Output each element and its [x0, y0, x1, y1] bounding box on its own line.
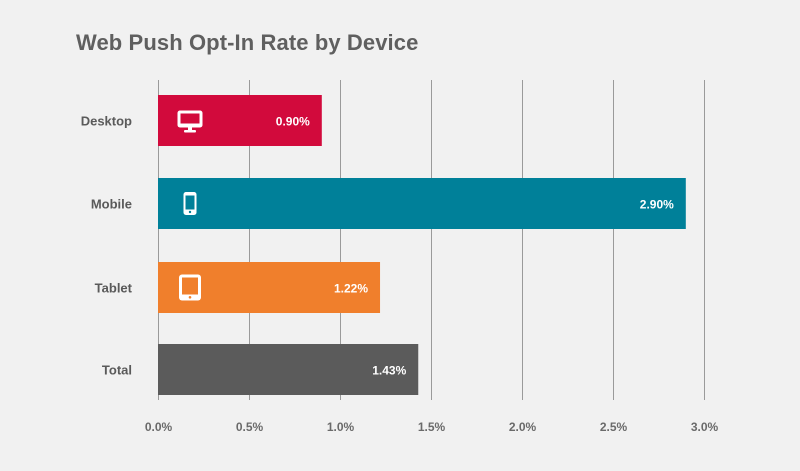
chart-title: Web Push Opt-In Rate by Device [76, 30, 419, 55]
x-tick-label: 3.0% [691, 420, 719, 434]
value-label-mobile: 2.90% [640, 198, 674, 212]
category-label-desktop: Desktop [81, 114, 132, 129]
x-tick-label: 2.5% [600, 420, 628, 434]
tablet-icon [179, 274, 201, 301]
category-label-mobile: Mobile [91, 197, 132, 212]
category-label-total: Total [102, 363, 132, 378]
category-label-tablet: Tablet [95, 281, 133, 296]
x-tick-label: 0.5% [236, 420, 264, 434]
value-label-desktop: 0.90% [276, 115, 310, 129]
x-tick-label: 1.5% [418, 420, 446, 434]
x-axis-tick-labels: 0.0% 0.5% 1.0% 1.5% 2.0% 2.5% 3.0% [145, 420, 719, 434]
bar-mobile [158, 178, 686, 229]
x-tick-label: 1.0% [327, 420, 355, 434]
desktop-monitor-icon [177, 110, 203, 133]
value-label-total: 1.43% [372, 364, 406, 378]
x-tick-label: 0.0% [145, 420, 173, 434]
bar-total [158, 344, 419, 395]
x-tick-label: 2.0% [509, 420, 537, 434]
mobile-phone-icon [183, 192, 197, 215]
category-labels: Desktop Mobile Tablet Total [81, 114, 133, 378]
bars: 0.90% 2.90% 1.22% 1.43% [158, 95, 686, 395]
value-label-tablet: 1.22% [334, 282, 368, 296]
